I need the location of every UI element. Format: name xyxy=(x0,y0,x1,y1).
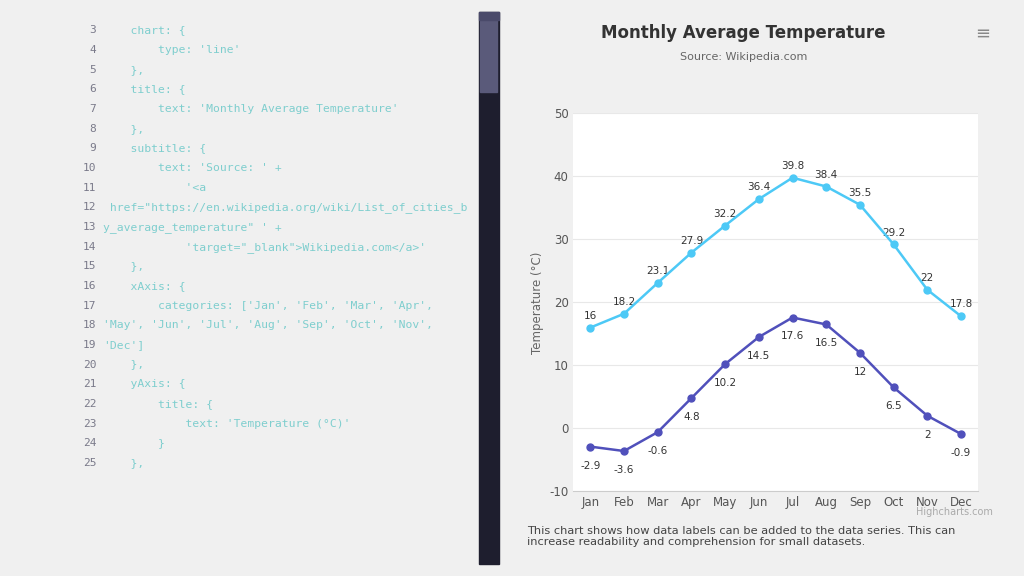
Bar xyxy=(479,12,499,20)
Text: 22: 22 xyxy=(83,399,96,409)
Text: 25: 25 xyxy=(83,458,96,468)
Text: 8: 8 xyxy=(89,124,96,134)
Text: },: }, xyxy=(102,359,144,370)
Text: 18.2: 18.2 xyxy=(612,297,636,307)
Text: 20: 20 xyxy=(83,359,96,370)
Text: }: } xyxy=(102,438,165,448)
Text: 3: 3 xyxy=(89,25,96,35)
Text: 13: 13 xyxy=(83,222,96,232)
Text: 17: 17 xyxy=(83,301,96,310)
Text: 17.6: 17.6 xyxy=(781,331,804,342)
Text: 4.8: 4.8 xyxy=(683,412,699,422)
Text: 11: 11 xyxy=(83,183,96,192)
Text: 14: 14 xyxy=(83,241,96,252)
Text: 16: 16 xyxy=(584,310,597,321)
Text: 12: 12 xyxy=(853,367,866,377)
Text: text: 'Temperature (°C)': text: 'Temperature (°C)' xyxy=(102,419,350,429)
Text: 27.9: 27.9 xyxy=(680,236,703,246)
Text: 6: 6 xyxy=(89,84,96,94)
Text: 21: 21 xyxy=(83,379,96,389)
Text: chart: {: chart: { xyxy=(102,25,185,35)
Text: 36.4: 36.4 xyxy=(748,182,770,192)
Text: },: }, xyxy=(102,458,144,468)
Text: },: }, xyxy=(102,124,144,134)
Text: -0.9: -0.9 xyxy=(951,448,971,458)
Text: 24: 24 xyxy=(83,438,96,448)
Y-axis label: Temperature (°C): Temperature (°C) xyxy=(530,251,544,354)
Text: 29.2: 29.2 xyxy=(882,228,905,237)
Text: Highcharts.com: Highcharts.com xyxy=(916,507,993,517)
Bar xyxy=(479,12,499,564)
Text: text: 'Monthly Average Temperature': text: 'Monthly Average Temperature' xyxy=(102,104,398,114)
Text: 10.2: 10.2 xyxy=(714,378,736,388)
Text: This chart shows how data labels can be added to the data series. This can
incre: This chart shows how data labels can be … xyxy=(527,526,955,547)
Text: 2: 2 xyxy=(924,430,931,439)
Bar xyxy=(480,20,497,92)
Text: type: 'line': type: 'line' xyxy=(102,45,241,55)
Text: y_average_temperature" ' +: y_average_temperature" ' + xyxy=(102,222,282,233)
Text: 14.5: 14.5 xyxy=(748,351,770,361)
Text: 9: 9 xyxy=(89,143,96,153)
Text: text: 'Source: ' +: text: 'Source: ' + xyxy=(102,163,282,173)
Text: 'target="_blank">Wikipedia.com</a>': 'target="_blank">Wikipedia.com</a>' xyxy=(102,241,426,252)
Text: 38.4: 38.4 xyxy=(815,169,838,180)
Text: 22: 22 xyxy=(921,273,934,283)
Text: 16.5: 16.5 xyxy=(815,338,838,348)
Text: -0.6: -0.6 xyxy=(647,446,668,456)
Text: '<a: '<a xyxy=(102,183,206,192)
Text: 35.5: 35.5 xyxy=(848,188,871,198)
Text: 5: 5 xyxy=(89,65,96,75)
Text: 17.8: 17.8 xyxy=(949,300,973,309)
Text: xAxis: {: xAxis: { xyxy=(102,281,185,291)
Text: 18: 18 xyxy=(83,320,96,330)
Text: },: }, xyxy=(102,262,144,271)
Text: 'May', 'Jun', 'Jul', 'Aug', 'Sep', 'Oct', 'Nov',: 'May', 'Jun', 'Jul', 'Aug', 'Sep', 'Oct'… xyxy=(102,320,433,330)
Text: subtitle: {: subtitle: { xyxy=(102,143,206,153)
Text: 4: 4 xyxy=(89,45,96,55)
Text: 12: 12 xyxy=(83,202,96,213)
Text: 23.1: 23.1 xyxy=(646,266,670,276)
Text: 15: 15 xyxy=(83,262,96,271)
Text: ≡: ≡ xyxy=(975,24,990,42)
Text: categories: ['Jan', 'Feb', 'Mar', 'Apr',: categories: ['Jan', 'Feb', 'Mar', 'Apr', xyxy=(102,301,433,310)
Text: yAxis: {: yAxis: { xyxy=(102,379,185,389)
Text: },: }, xyxy=(102,65,144,75)
Text: Source: Wikipedia.com: Source: Wikipedia.com xyxy=(680,52,807,62)
Text: 23: 23 xyxy=(83,419,96,429)
Text: 32.2: 32.2 xyxy=(714,209,736,219)
Text: 19: 19 xyxy=(83,340,96,350)
Text: title: {: title: { xyxy=(102,399,213,409)
Text: 'Dec']: 'Dec'] xyxy=(102,340,144,350)
Text: Monthly Average Temperature: Monthly Average Temperature xyxy=(601,24,886,42)
Text: -2.9: -2.9 xyxy=(581,460,600,471)
Text: title: {: title: { xyxy=(102,84,185,94)
Text: 10: 10 xyxy=(83,163,96,173)
Text: href="https://en.wikipedia.org/wiki/List_of_cities_b: href="https://en.wikipedia.org/wiki/List… xyxy=(102,202,467,213)
Text: 7: 7 xyxy=(89,104,96,114)
Text: 6.5: 6.5 xyxy=(886,401,902,411)
Text: 16: 16 xyxy=(83,281,96,291)
Text: -3.6: -3.6 xyxy=(613,465,634,475)
Text: 39.8: 39.8 xyxy=(781,161,804,170)
